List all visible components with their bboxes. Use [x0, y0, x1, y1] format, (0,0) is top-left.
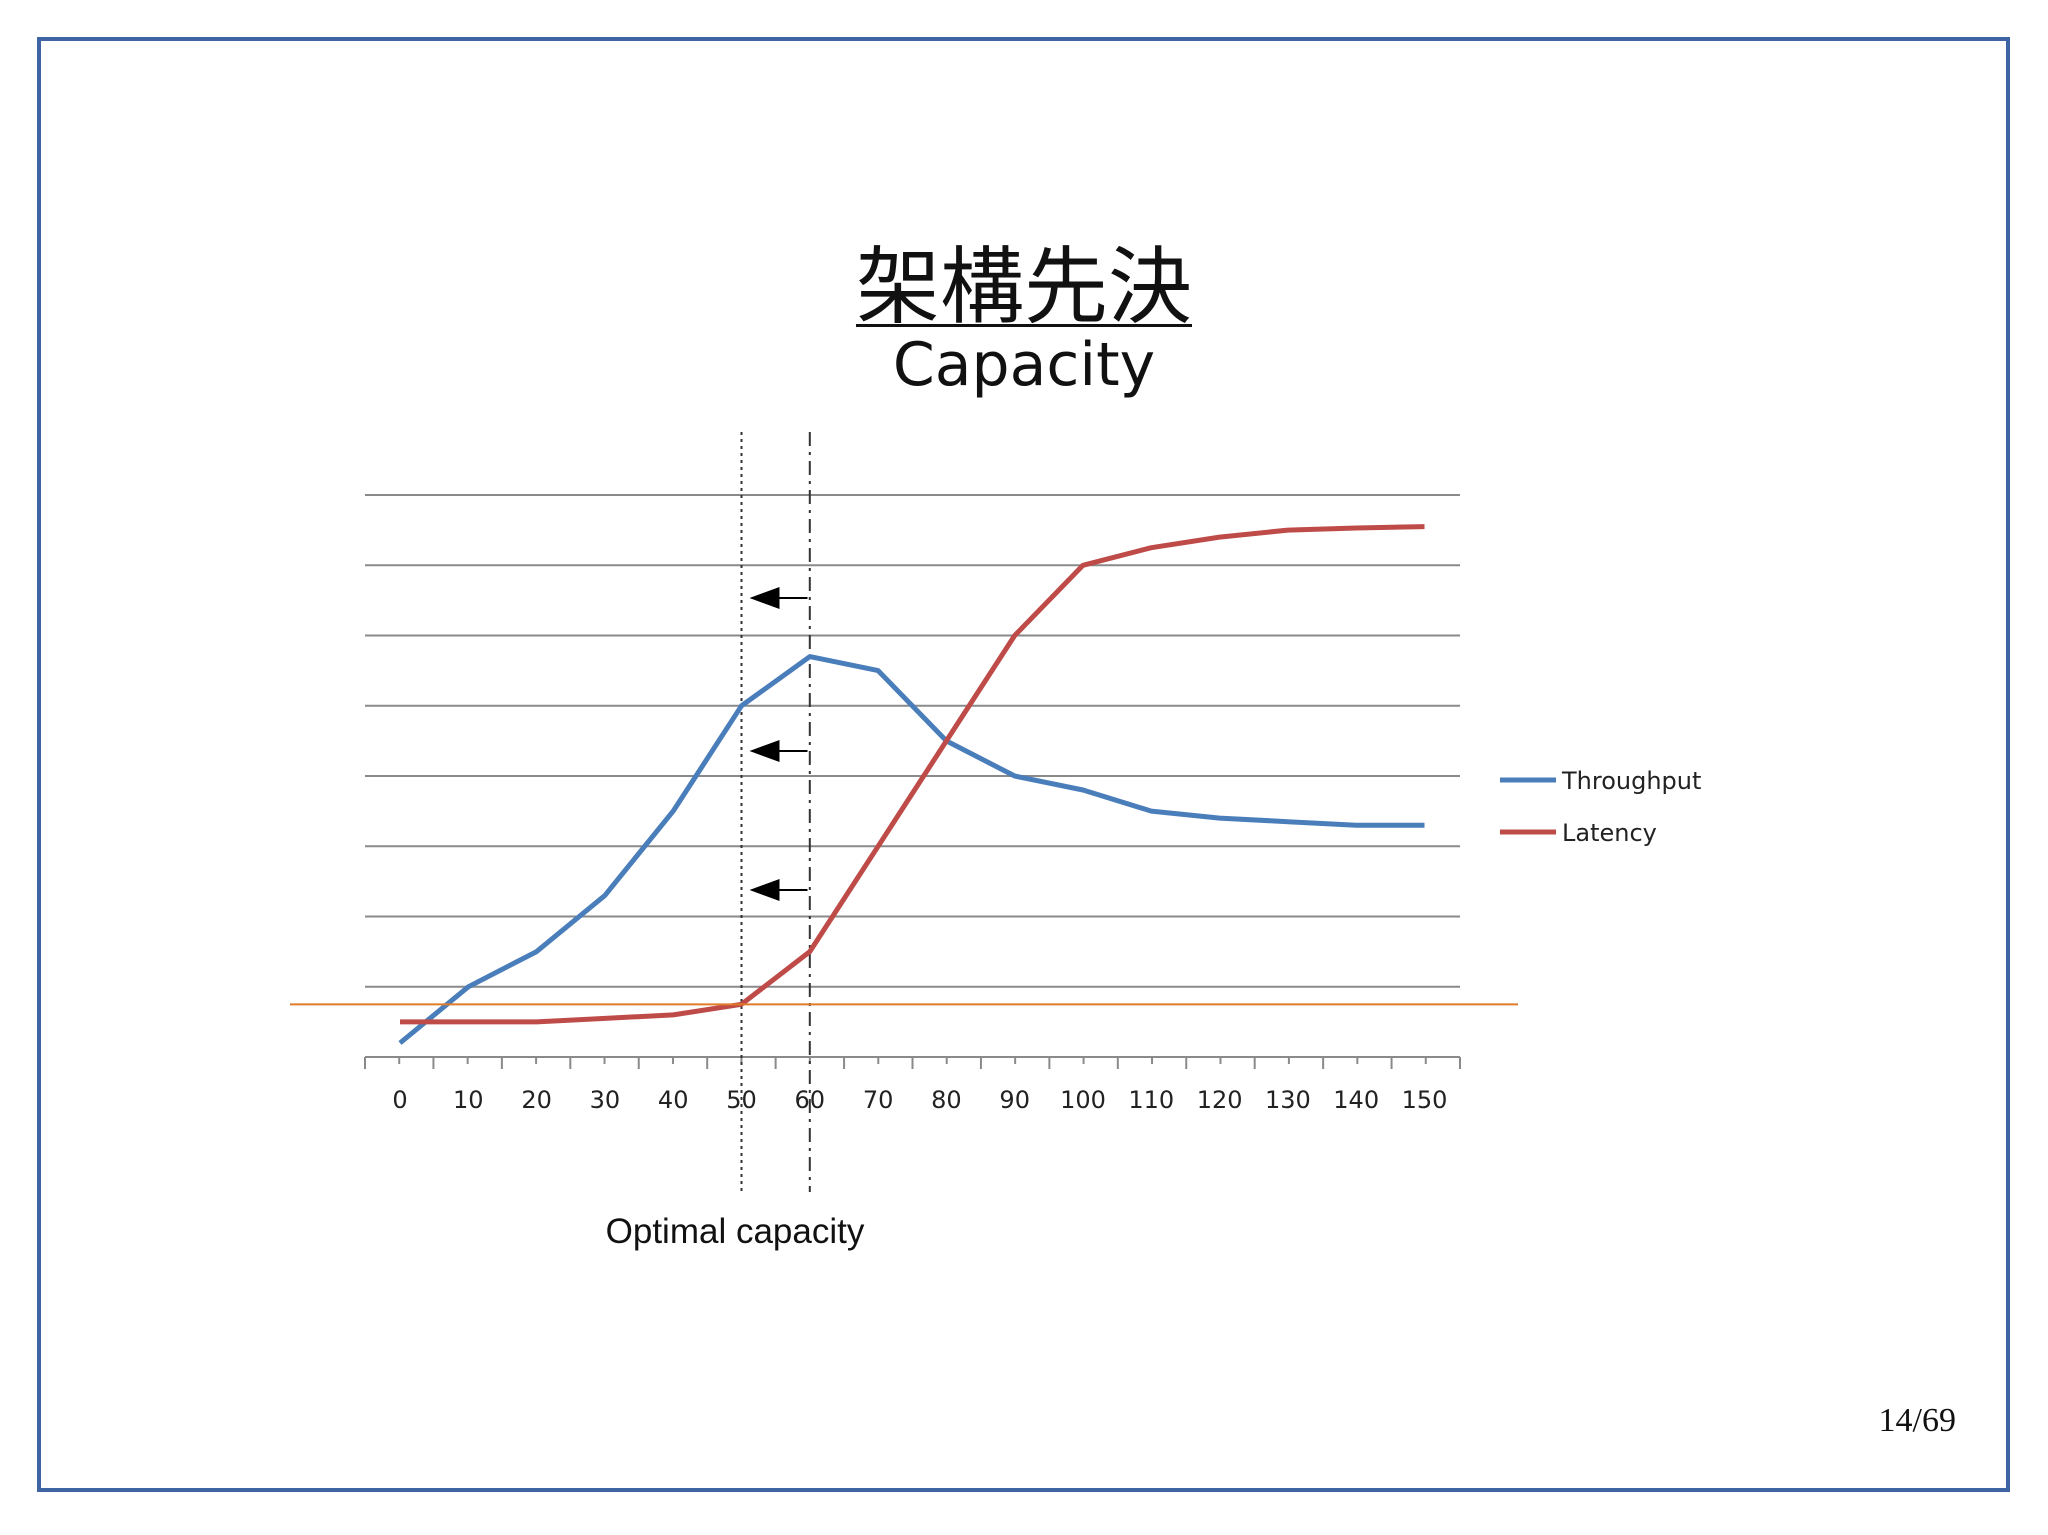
arrow-head [749, 879, 780, 901]
optimal-capacity-label: Optimal capacity [606, 1212, 865, 1251]
x-tick-label: 20 [521, 1086, 552, 1114]
legend-label: Latency [1562, 819, 1657, 847]
slide-title: 架構先決 [0, 220, 2048, 341]
x-tick-label: 150 [1402, 1086, 1448, 1114]
x-tick-label: 100 [1060, 1086, 1106, 1114]
arrows [749, 587, 808, 901]
page-number: 14/69 [1878, 1402, 1956, 1439]
x-tick-label: 0 [392, 1086, 407, 1114]
x-tick-label: 40 [658, 1086, 689, 1114]
series-lines [398, 524, 1425, 1045]
x-tick-label: 130 [1265, 1086, 1311, 1114]
grid-lines [365, 494, 1460, 988]
slide-title-text: 架構先決 [855, 238, 1192, 336]
legend: Throughput Latency [1500, 767, 1701, 847]
arrow-head [749, 740, 780, 762]
series-line-throughput [398, 654, 1425, 1045]
series-line-latency [400, 524, 1425, 1025]
x-tick-label: 30 [590, 1086, 621, 1114]
x-tick-label: 90 [999, 1086, 1030, 1114]
slide-frame [37, 37, 2010, 1492]
x-tick-label: 70 [863, 1086, 894, 1114]
x-axis: 0 10 20 30 40 50 60 70 80 90 100 110 120 130 140 150 [364, 1056, 1461, 1114]
arrow-head [749, 587, 780, 609]
slide-subtitle: Capacity [892, 330, 1156, 400]
x-tick-label: 10 [453, 1086, 484, 1114]
x-tick-label: 120 [1197, 1086, 1243, 1114]
x-tick-label: 140 [1333, 1086, 1379, 1114]
vertical-markers [740, 432, 811, 1192]
x-tick-label: 80 [931, 1086, 962, 1114]
legend-label: Throughput [1561, 767, 1701, 795]
x-tick-label: 110 [1128, 1086, 1174, 1114]
